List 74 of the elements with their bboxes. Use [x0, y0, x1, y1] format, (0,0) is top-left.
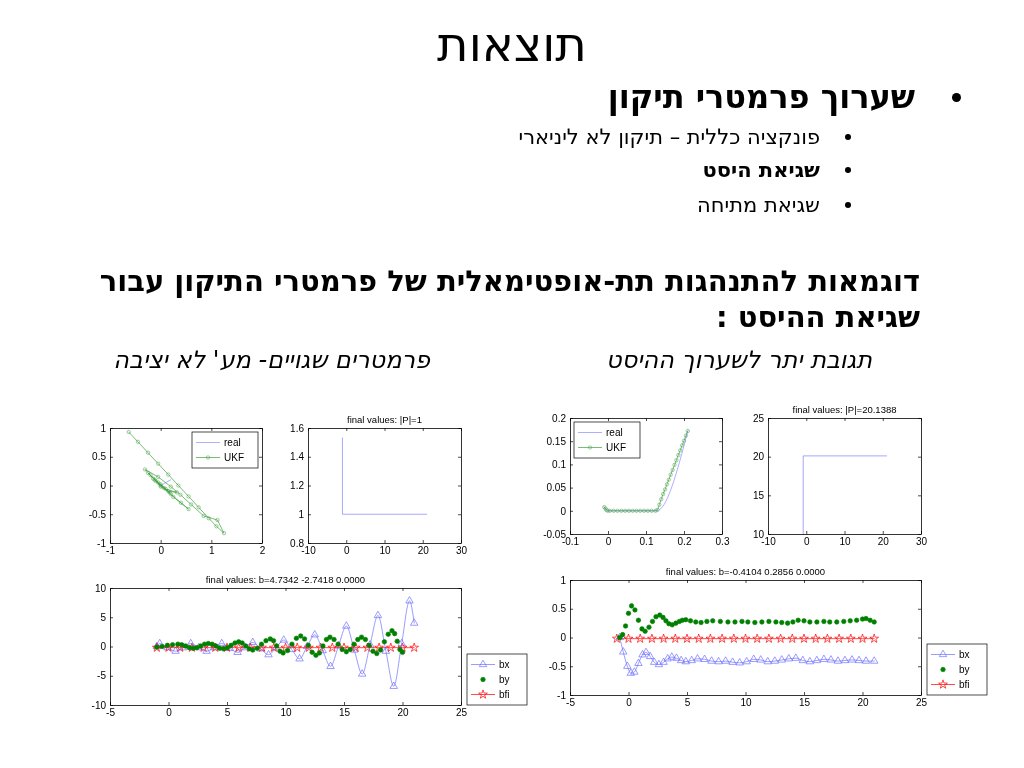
y-tick-label: 1.4 [290, 451, 305, 463]
x-tick-label: 0.1 [639, 536, 654, 548]
x-tick-label: 0 [343, 545, 350, 557]
x-tick-label: 0.3 [715, 536, 730, 548]
y-tick-label: -1 [557, 689, 567, 701]
x-tick-label: 10 [740, 697, 752, 709]
y-tick-label: 1.6 [290, 422, 305, 434]
x-tick-label: 0 [626, 697, 633, 709]
y-tick-label: 1.2 [290, 480, 305, 492]
x-tick-label: 5 [224, 707, 231, 719]
x-tick-label: 20 [417, 545, 430, 557]
x-tick-label: 1 [209, 545, 216, 557]
y-tick-label: 1 [100, 422, 107, 434]
x-tick-label: 0.2 [677, 536, 692, 548]
x-tick-label: 0 [803, 536, 810, 548]
legend-label: real [224, 437, 241, 448]
legend-label: by [959, 664, 970, 675]
x-tick-label: 25 [915, 697, 928, 709]
x-tick-label: 0 [605, 536, 612, 548]
y-tick-label: 0.15 [546, 435, 567, 447]
text: תוצאות [436, 16, 588, 72]
y-tick-label: 1 [298, 508, 305, 520]
y-tick-label: 0 [560, 632, 567, 644]
y-tick-label: 0.2 [552, 412, 567, 424]
y-tick-label: 10 [94, 582, 107, 594]
legend-label: by [499, 674, 510, 685]
chart-title: final values: b=4.7342 -2.7418 0.0000 [205, 574, 366, 585]
legend-label: bx [499, 659, 510, 670]
text: פונקציה כללית – תיקון לא ליניארי [518, 124, 820, 150]
text: שגיאת היסט [702, 157, 820, 183]
x-tick-label: 20 [397, 707, 409, 719]
y-tick-label: -0.5 [88, 508, 107, 520]
y-tick-label: 15 [752, 490, 765, 502]
text: שערוך פרמטרי תיקון [607, 77, 915, 117]
y-tick-label: 0.5 [552, 603, 567, 615]
x-tick-label: 30 [455, 545, 468, 557]
x-tick-label: 0 [158, 545, 165, 557]
x-tick-label: 10 [379, 545, 391, 557]
x-tick-label: 20 [857, 697, 869, 709]
x-tick-label: 15 [798, 697, 811, 709]
legend-label: bx [959, 649, 970, 660]
y-tick-label: 0 [100, 480, 107, 492]
x-tick-label: 5 [684, 697, 691, 709]
text: שגיאת מתיחה [697, 192, 820, 218]
y-tick-label: 5 [100, 611, 107, 623]
y-tick-label: 1 [560, 574, 567, 586]
y-tick-label: 0 [100, 641, 107, 653]
y-tick-label: -0.5 [548, 660, 567, 672]
text: תגובת יתר לשערוך ההיסט [606, 345, 872, 375]
legend-label: UKF [224, 452, 244, 463]
y-tick-label: 20 [752, 451, 765, 463]
x-tick-label: 0 [166, 707, 173, 719]
y-tick-label: -5 [97, 670, 107, 682]
y-tick-label: 25 [752, 412, 765, 424]
x-tick-label: 25 [455, 707, 468, 719]
y-tick-label: 0.05 [546, 482, 567, 494]
legend-label: UKF [606, 442, 626, 453]
y-tick-label: 0 [560, 505, 567, 517]
chart-title: final values: b=-0.4104 0.2856 0.0000 [665, 566, 826, 577]
text: דוגמאות להתנהגות תת-אופטימאלית של פרמטרי התיקון עבור שגיאת ההיסט : [98, 263, 920, 335]
x-tick-label: 10 [280, 707, 292, 719]
chart-title: final values: |P|=20.1388 [792, 404, 897, 415]
x-tick-label: 10 [839, 536, 851, 548]
x-tick-label: 2 [259, 545, 266, 557]
legend-label: bfi [499, 689, 510, 700]
y-tick-label: 0.1 [552, 459, 567, 471]
legend-label: real [606, 427, 623, 438]
x-tick-label: 20 [877, 536, 890, 548]
chart-title: final values: |P|=1 [347, 414, 422, 425]
y-tick-label: 0.5 [92, 451, 107, 463]
x-tick-label: 30 [915, 536, 928, 548]
x-tick-label: 15 [338, 707, 351, 719]
legend-label: bfi [959, 679, 970, 690]
text: פרמטרים שגויים- מע' לא יציבה [113, 345, 430, 375]
